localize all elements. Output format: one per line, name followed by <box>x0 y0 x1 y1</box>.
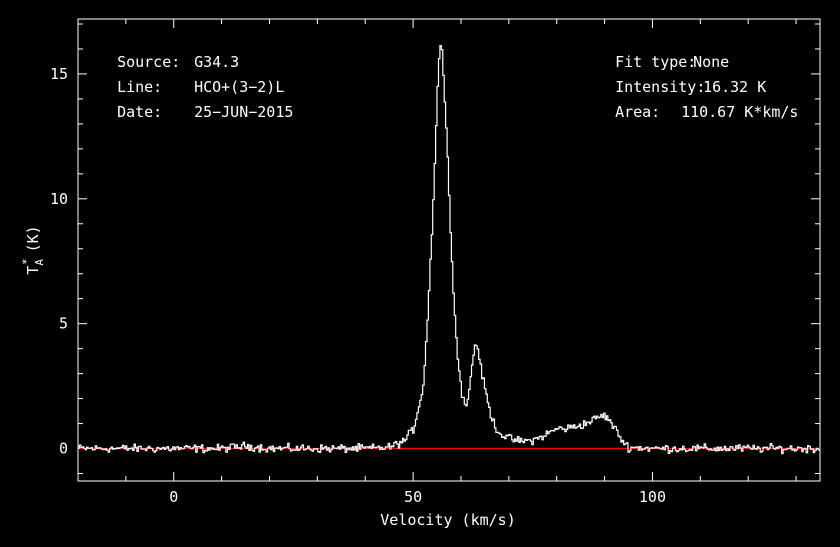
fittype-row: Fit type:None <box>597 35 729 71</box>
x-tick-label: 50 <box>404 488 422 506</box>
intensity-row: Intensity:16.32 K <box>597 60 766 96</box>
fittype-value: None <box>693 53 730 71</box>
y-axis-sub: A <box>33 259 46 266</box>
date-value: 25−JUN−2015 <box>194 103 294 121</box>
area-label: Area: <box>615 103 661 121</box>
area-row: Area: 110.67 K*km/s <box>597 85 798 121</box>
x-tick-label: 100 <box>639 488 666 506</box>
source-label: Source: <box>117 53 181 71</box>
y-tick-label: 5 <box>59 315 68 333</box>
y-tick-label: 15 <box>50 65 68 83</box>
date-row: Date: 25−JUN−2015 <box>99 85 293 121</box>
axis-ticks <box>78 19 820 481</box>
date-label: Date: <box>117 103 163 121</box>
y-axis-unit: (K) <box>24 225 42 252</box>
fittype-label: Fit type: <box>615 53 697 71</box>
area-value: 110.67 K*km/s <box>681 103 799 121</box>
y-axis-symbol: T <box>24 266 42 275</box>
line-label: Line: <box>117 78 163 96</box>
source-row: Source: G34.3 <box>99 35 239 71</box>
source-value: G34.3 <box>194 53 240 71</box>
y-axis-label: TA* (K) <box>20 225 46 274</box>
y-tick-label: 0 <box>59 440 68 458</box>
intensity-label: Intensity: <box>615 78 706 96</box>
intensity-value: 16.32 K <box>703 78 767 96</box>
line-row: Line: HCO+(3−2)L <box>99 60 284 96</box>
x-axis-label: Velocity (km/s) <box>380 511 515 529</box>
x-tick-label: 0 <box>169 488 178 506</box>
y-axis-sup: * <box>20 258 33 265</box>
svg-text:TA*(K): TA* (K) <box>20 225 46 274</box>
line-value: HCO+(3−2)L <box>194 78 285 96</box>
plot-border <box>77 18 821 482</box>
tick-labels: 0 50 100 0 5 10 15 <box>50 65 666 506</box>
plot-frame <box>77 18 821 482</box>
y-tick-label: 10 <box>50 190 68 208</box>
spectrum-line <box>78 45 820 455</box>
